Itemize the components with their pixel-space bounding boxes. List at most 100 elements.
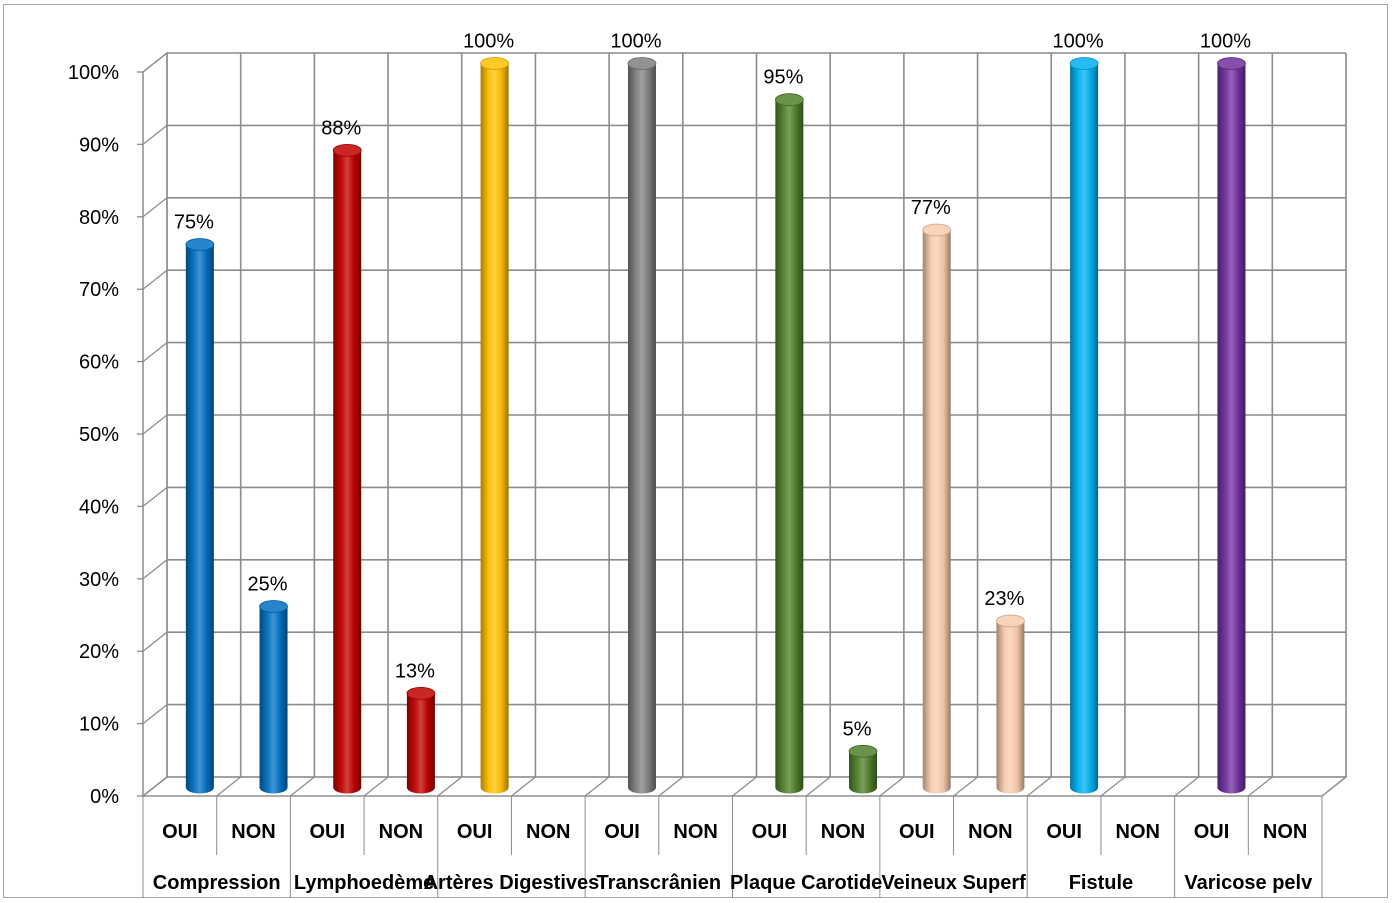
y-tick-label: 60% [79, 352, 119, 374]
bar-top [259, 600, 288, 613]
y-tick-label: 100% [68, 62, 119, 84]
x-tick-label: OUI [309, 821, 345, 843]
bar-top [996, 614, 1025, 628]
gridline-side [142, 124, 168, 145]
gridline-side [142, 559, 168, 580]
bar-top [627, 57, 657, 70]
y-tick-label: 10% [79, 714, 119, 736]
x-group-label: Plaque Carotide [730, 872, 882, 894]
data-label: 100% [1053, 31, 1104, 53]
gridline-floor [216, 776, 242, 797]
bar-top [406, 686, 436, 700]
gridline-floor [732, 776, 757, 797]
bar-top [774, 93, 804, 107]
bar [480, 57, 509, 794]
x-tick-label: NON [231, 821, 275, 843]
gridline-side [142, 269, 168, 290]
bar-top [480, 57, 509, 70]
data-label: 25% [248, 574, 288, 596]
chart-frame [3, 4, 1388, 898]
y-tick-label: 50% [79, 424, 119, 446]
gridline-side [142, 52, 168, 73]
bar-body [996, 620, 1025, 794]
x-tick-label: NON [673, 821, 717, 843]
x-tick-label: OUI [162, 821, 198, 843]
bar [774, 93, 804, 794]
gridline-side [142, 704, 168, 725]
bar [996, 614, 1025, 794]
x-tick-label: OUI [1194, 821, 1230, 843]
gridlines [142, 52, 1347, 797]
x-tick-label: NON [821, 821, 865, 843]
bar-top [1069, 57, 1099, 70]
bar-body [627, 63, 656, 794]
gridline-side [142, 414, 168, 435]
x-tick-label: NON [968, 821, 1012, 843]
y-tick-label: 30% [79, 569, 119, 591]
x-tick-label: NON [379, 821, 423, 843]
bar [627, 57, 657, 794]
data-label: 77% [911, 197, 951, 219]
bar-top [1217, 57, 1246, 70]
x-group-label: Artères Digestives [424, 872, 600, 894]
gridline-floor [1174, 776, 1200, 797]
gridline-floor [1100, 776, 1126, 797]
bar-body [333, 150, 362, 794]
bar-body [259, 606, 288, 794]
chart-walls [141, 51, 1348, 798]
bar-body [775, 99, 804, 794]
gridline-floor [879, 776, 905, 797]
x-tick-label: OUI [752, 821, 788, 843]
gridline-floor [1321, 776, 1347, 797]
x-group-label: Veineux Superf [881, 872, 1026, 894]
bar-top [332, 143, 362, 157]
y-tick-label: 20% [79, 641, 119, 663]
data-label: 5% [843, 718, 872, 740]
y-tick-label: 0% [90, 786, 119, 808]
gridline-floor [142, 776, 168, 797]
gridline-side [142, 631, 168, 652]
bar [332, 143, 362, 794]
bar-body [406, 693, 435, 794]
data-labels: 75% 25% 88% 13% 100% 100% 95% 5% 77% 23% 100% 100% [174, 31, 1251, 741]
data-label: 100% [463, 31, 514, 53]
data-label: 13% [395, 660, 435, 682]
y-tick-label: 40% [79, 496, 119, 518]
bar [259, 600, 288, 794]
data-label: 100% [610, 31, 661, 53]
x-group-label: Varicose pelv [1184, 872, 1313, 894]
bar-top [922, 223, 952, 237]
bar-body [185, 244, 214, 794]
x-tick-label: NON [1116, 821, 1160, 843]
x-tick-label: OUI [1046, 821, 1082, 843]
bar [922, 223, 952, 794]
bar-body [1217, 63, 1246, 794]
gridline-side [142, 342, 168, 363]
gridline-floor [658, 776, 684, 797]
x-tick-label: OUI [457, 821, 493, 843]
bar-top [848, 744, 878, 758]
bar-body [480, 63, 509, 794]
x-tick-label: OUI [899, 821, 935, 843]
bar [406, 686, 436, 794]
gridline-floor [953, 776, 978, 797]
y-tick-label: 70% [79, 279, 119, 301]
data-label: 95% [763, 67, 803, 89]
bar-body [849, 751, 878, 794]
gridline-floor [805, 776, 831, 797]
x-group-label: Transcrânien [597, 872, 722, 894]
gridline-floor [437, 776, 463, 797]
bars [185, 57, 1246, 794]
y-tick-label: 80% [79, 207, 119, 229]
bar [1217, 57, 1246, 794]
gridline-floor [584, 776, 610, 797]
x-group-label: Lymphoedème [294, 872, 434, 894]
bar [1069, 57, 1099, 794]
data-label: 23% [984, 588, 1024, 610]
bar-body [922, 230, 951, 794]
x-tick-label: NON [1263, 821, 1307, 843]
bar [848, 744, 878, 794]
gridline-floor [289, 776, 315, 797]
data-label: 88% [321, 117, 361, 139]
